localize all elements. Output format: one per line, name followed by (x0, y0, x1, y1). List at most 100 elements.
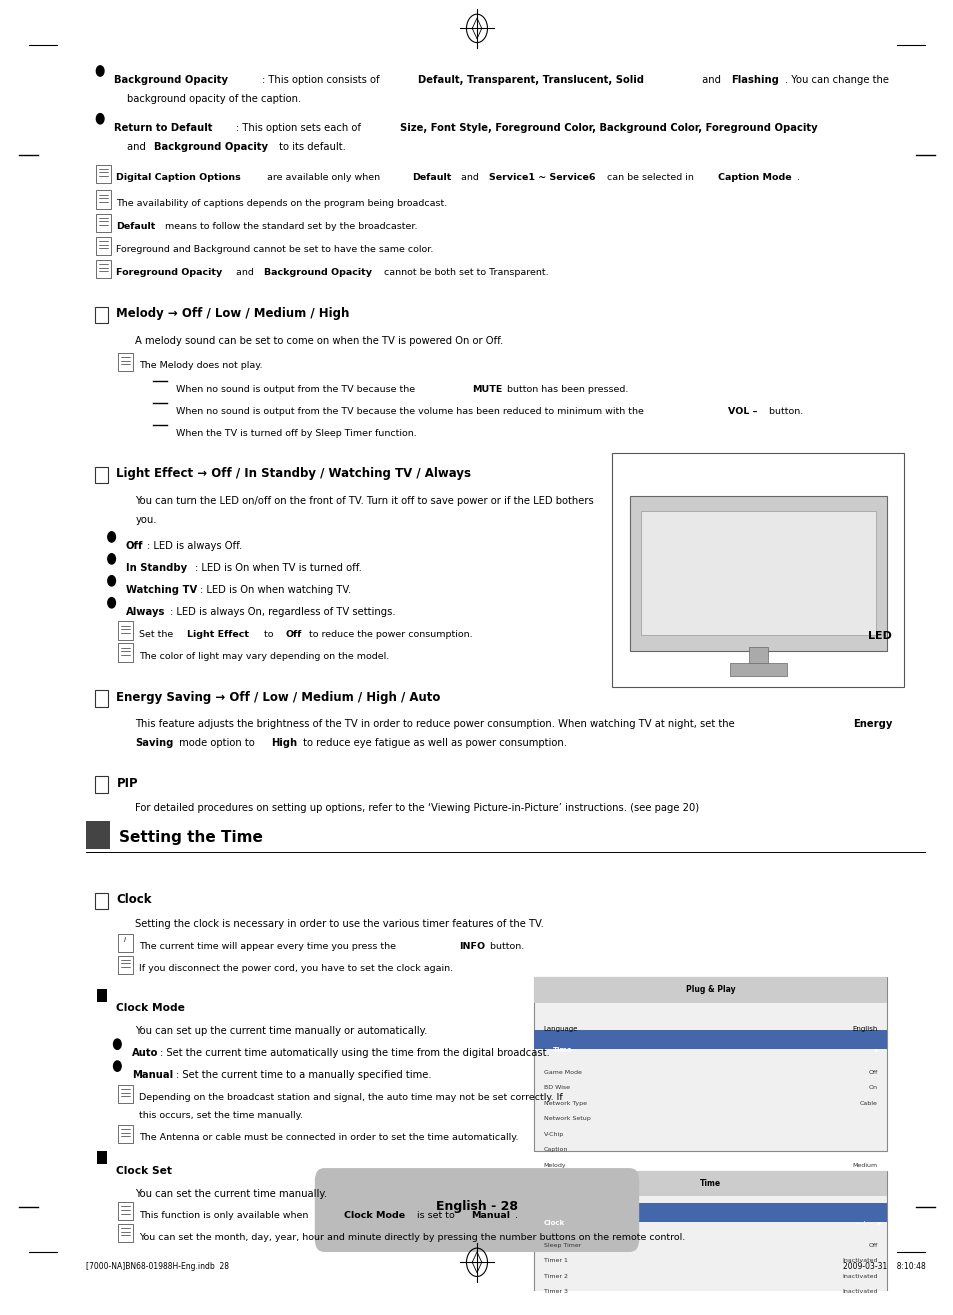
Text: button.: button. (765, 406, 802, 416)
Text: A melody sound can be set to come on when the TV is powered On or Off.: A melody sound can be set to come on whe… (135, 335, 503, 346)
Text: : LED is On when TV is turned off.: : LED is On when TV is turned off. (194, 563, 361, 573)
Text: to reduce the power consumption.: to reduce the power consumption. (306, 630, 473, 639)
Text: Inactivated: Inactivated (841, 1258, 877, 1264)
Text: to reduce eye fatigue as well as power consumption.: to reduce eye fatigue as well as power c… (299, 738, 566, 748)
Bar (95, 306, 108, 323)
Bar (534, 1170, 886, 1315)
FancyBboxPatch shape (96, 164, 111, 183)
Text: are available only when: are available only when (264, 174, 383, 181)
Text: Cable: Cable (859, 1101, 877, 1106)
Text: cannot be both set to Transparent.: cannot be both set to Transparent. (380, 268, 548, 277)
Text: Game Mode: Game Mode (543, 1070, 581, 1074)
Text: You can set up the current time manually or automatically.: You can set up the current time manually… (135, 1026, 427, 1036)
FancyBboxPatch shape (118, 1085, 132, 1103)
Text: Size, Font Style, Foreground Color, Background Color, Foreground Opacity: Size, Font Style, Foreground Color, Back… (399, 122, 817, 133)
Text: : This option consists of: : This option consists of (262, 75, 383, 85)
Text: and: and (699, 75, 723, 85)
Bar (729, 664, 786, 676)
Circle shape (108, 531, 115, 542)
Text: High: High (271, 738, 296, 748)
FancyBboxPatch shape (118, 622, 132, 639)
Text: Auto: Auto (132, 1048, 158, 1059)
Text: This feature adjusts the brightness of the TV in order to reduce power consumpti: This feature adjusts the brightness of t… (135, 719, 738, 729)
Text: Energy Saving → Off / Low / Medium / High / Auto: Energy Saving → Off / Low / Medium / Hig… (116, 690, 440, 704)
Text: Clock: Clock (543, 1220, 564, 1226)
Text: Default: Default (412, 174, 451, 181)
Circle shape (113, 1061, 121, 1072)
Text: When no sound is output from the TV because the volume has been reduced to minim: When no sound is output from the TV beca… (176, 406, 647, 416)
Text: Always: Always (126, 606, 165, 617)
Text: Plug & Play: Plug & Play (685, 985, 735, 994)
Bar (95, 776, 108, 793)
Text: : Set the current time to a manually specified time.: : Set the current time to a manually spe… (175, 1070, 431, 1080)
Text: The current time will appear every time you press the: The current time will appear every time … (139, 943, 399, 951)
Text: this occurs, set the time manually.: this occurs, set the time manually. (139, 1111, 303, 1120)
Bar (534, 1203, 886, 1222)
Text: .: . (515, 1211, 517, 1220)
Text: The color of light may vary depending on the model.: The color of light may vary depending on… (139, 652, 389, 661)
Text: When no sound is output from the TV because the: When no sound is output from the TV beca… (176, 384, 418, 393)
Text: i: i (124, 938, 126, 943)
Bar (95, 893, 108, 909)
Text: [7000-NA]BN68-01988H-Eng.indb  28: [7000-NA]BN68-01988H-Eng.indb 28 (86, 1262, 229, 1272)
Text: and: and (233, 268, 256, 277)
Circle shape (96, 66, 104, 76)
Bar (97, 989, 107, 1002)
Text: English: English (851, 1026, 877, 1032)
FancyBboxPatch shape (96, 237, 111, 255)
Text: ◄: ◄ (538, 1047, 542, 1052)
Text: : LED is always On, regardless of TV settings.: : LED is always On, regardless of TV set… (170, 606, 395, 617)
Text: Sleep Timer: Sleep Timer (543, 1243, 580, 1248)
Text: Clock Set: Clock Set (116, 1165, 172, 1176)
Text: Saving: Saving (135, 738, 173, 748)
Text: You can set the month, day, year, hour and minute directly by pressing the numbe: You can set the month, day, year, hour a… (139, 1232, 685, 1241)
Text: Default: Default (116, 222, 155, 231)
Text: Network Setup: Network Setup (543, 1116, 590, 1122)
Circle shape (96, 113, 104, 124)
Text: English - 28: English - 28 (436, 1201, 517, 1214)
Text: Watching TV: Watching TV (126, 585, 197, 594)
FancyBboxPatch shape (612, 454, 903, 686)
Text: to: to (261, 630, 276, 639)
Bar (534, 1170, 886, 1197)
Text: -- : --: -- : -- (855, 1220, 872, 1226)
Text: to its default.: to its default. (275, 142, 345, 153)
Text: The Melody does not play.: The Melody does not play. (139, 362, 262, 371)
Text: Timer 3: Timer 3 (543, 1290, 567, 1294)
Circle shape (108, 576, 115, 586)
FancyBboxPatch shape (118, 1202, 132, 1220)
Text: Set the: Set the (139, 630, 176, 639)
Text: Setting the Time: Setting the Time (119, 830, 263, 846)
FancyBboxPatch shape (118, 934, 132, 952)
Text: You can set the current time manually.: You can set the current time manually. (135, 1189, 327, 1199)
Text: Foreground and Background cannot be set to have the same color.: Foreground and Background cannot be set … (116, 245, 434, 254)
Bar (748, 647, 767, 665)
Text: MUTE: MUTE (472, 384, 502, 393)
Text: Service1 ~ Service6: Service1 ~ Service6 (489, 174, 596, 181)
Text: 2009-03-31    8:10:48: 2009-03-31 8:10:48 (841, 1262, 924, 1272)
Circle shape (108, 597, 115, 608)
FancyBboxPatch shape (118, 1124, 132, 1143)
FancyBboxPatch shape (314, 1168, 639, 1252)
Text: Light Effect → Off / In Standby / Watching TV / Always: Light Effect → Off / In Standby / Watchi… (116, 467, 471, 480)
Text: Timer 1: Timer 1 (543, 1258, 567, 1264)
Text: Clock: Clock (116, 893, 152, 906)
Text: means to follow the standard set by the broadcaster.: means to follow the standard set by the … (162, 222, 417, 231)
Circle shape (108, 554, 115, 564)
Text: Off: Off (285, 630, 301, 639)
Text: Background Opacity: Background Opacity (153, 142, 267, 153)
Text: Caption: Caption (543, 1148, 568, 1152)
Text: On: On (868, 1085, 877, 1090)
Text: LED: LED (867, 631, 891, 642)
Text: Network Type: Network Type (543, 1101, 586, 1106)
Text: Light Effect: Light Effect (187, 630, 249, 639)
Text: Manual: Manual (471, 1211, 510, 1220)
Text: Time: Time (700, 1180, 720, 1187)
Text: Medium: Medium (852, 1162, 877, 1168)
Text: Off: Off (867, 1070, 877, 1074)
Bar (640, 512, 875, 635)
Text: You can turn the LED on/off on the front of TV. Turn it off to save power or if : You can turn the LED on/off on the front… (135, 496, 594, 506)
Text: background opacity of the caption.: background opacity of the caption. (127, 95, 301, 104)
FancyBboxPatch shape (96, 213, 111, 231)
Text: : This option sets each of: : This option sets each of (235, 122, 363, 133)
